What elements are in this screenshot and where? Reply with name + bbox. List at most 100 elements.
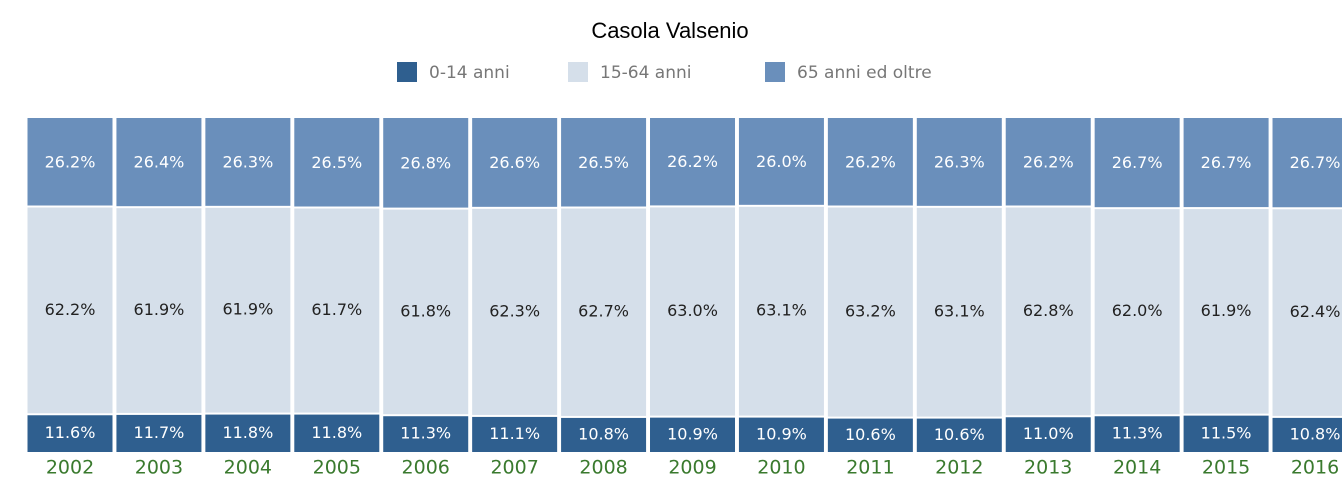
bar-segment — [738, 118, 824, 205]
value-label: 26.2% — [1023, 152, 1074, 171]
bar-segment — [650, 118, 736, 206]
value-label: 26.3% — [934, 152, 985, 171]
value-label: 11.8% — [222, 423, 273, 442]
value-label: 26.6% — [489, 153, 540, 172]
bar-segment — [738, 206, 824, 416]
bar-segment — [116, 208, 202, 413]
bar-segment — [116, 118, 202, 207]
value-label: 26.7% — [1112, 153, 1163, 172]
bar-segment — [205, 207, 291, 413]
value-label: 62.4% — [1290, 302, 1341, 321]
bar-segment — [27, 415, 113, 452]
value-label: 26.7% — [1201, 153, 1252, 172]
value-label: 26.5% — [578, 153, 629, 172]
value-label: 62.3% — [489, 301, 540, 320]
bar-segment — [1005, 207, 1091, 416]
bar-segment — [827, 418, 913, 452]
x-tick-label: 2011 — [846, 457, 894, 479]
value-label: 10.8% — [1290, 424, 1341, 443]
bar-segment — [472, 118, 558, 207]
bar-segment — [294, 118, 380, 207]
legend-swatch — [568, 62, 588, 82]
value-label: 11.7% — [134, 423, 185, 442]
value-label: 63.1% — [756, 301, 807, 320]
x-tick-label: 2010 — [757, 457, 805, 479]
value-label: 26.2% — [45, 152, 96, 171]
value-label: 11.6% — [45, 423, 96, 442]
value-label: 11.1% — [489, 424, 540, 443]
value-label: 11.5% — [1201, 423, 1252, 442]
value-label: 63.1% — [934, 302, 985, 321]
value-label: 26.0% — [756, 152, 807, 171]
x-tick-label: 2003 — [135, 457, 183, 479]
x-tick-label: 2007 — [490, 457, 538, 479]
value-label: 11.3% — [400, 424, 451, 443]
value-label: 26.3% — [222, 152, 273, 171]
bar-segment — [383, 209, 469, 415]
value-label: 61.9% — [134, 300, 185, 319]
bar-segment — [650, 207, 736, 416]
bar-segment — [1094, 118, 1180, 208]
x-tick-label: 2013 — [1024, 457, 1072, 479]
x-tick-label: 2006 — [402, 457, 450, 479]
bar-segment — [1183, 209, 1269, 414]
bar-segment — [294, 208, 380, 413]
value-label: 61.9% — [222, 300, 273, 319]
value-label: 61.8% — [400, 301, 451, 320]
legend-swatch — [397, 62, 417, 82]
chart-title: Casola Valsenio — [591, 18, 748, 43]
legend-swatch — [765, 62, 785, 82]
value-label: 11.8% — [311, 423, 362, 442]
x-tick-label: 2009 — [668, 457, 716, 479]
bar-segment — [1183, 415, 1269, 452]
bar-segment — [1005, 118, 1091, 206]
bar-segment — [916, 118, 1002, 206]
x-tick-label: 2014 — [1113, 457, 1161, 479]
bar-segment — [383, 416, 469, 452]
value-label: 26.5% — [311, 153, 362, 172]
legend-label: 15-64 anni — [600, 63, 692, 83]
value-label: 26.2% — [667, 152, 718, 171]
x-tick-label: 2002 — [46, 457, 94, 479]
bar-segment — [1272, 417, 1342, 452]
x-tick-label: 2008 — [579, 457, 627, 479]
x-tick-label: 2016 — [1291, 457, 1339, 479]
bar-segment — [916, 207, 1002, 417]
value-label: 10.6% — [845, 425, 896, 444]
bar-segment — [1183, 118, 1269, 208]
bar-segment — [827, 207, 913, 417]
bar-segment — [561, 417, 647, 452]
bar-segment — [472, 208, 558, 415]
value-label: 26.2% — [845, 152, 896, 171]
value-label: 63.2% — [845, 302, 896, 321]
value-label: 62.0% — [1112, 301, 1163, 320]
bar-segment — [827, 118, 913, 206]
bar-segment — [27, 118, 113, 206]
bar-segment — [916, 418, 1002, 452]
legend-label: 0-14 anni — [429, 63, 510, 83]
bar-segment — [294, 414, 380, 452]
value-label: 10.8% — [578, 424, 629, 443]
value-label: 26.4% — [134, 153, 185, 172]
bar-segment — [383, 118, 469, 208]
bar-segment — [472, 416, 558, 452]
value-label: 10.9% — [667, 424, 718, 443]
value-label: 61.9% — [1201, 301, 1252, 320]
x-tick-label: 2012 — [935, 457, 983, 479]
bar-segment — [116, 414, 202, 452]
bar-segment — [650, 417, 736, 452]
value-label: 26.7% — [1290, 153, 1341, 172]
value-label: 63.0% — [667, 301, 718, 320]
x-tick-label: 2005 — [313, 457, 361, 479]
bar-segment — [205, 118, 291, 206]
legend-label: 65 anni ed oltre — [797, 63, 932, 83]
value-label: 62.2% — [45, 300, 96, 319]
value-label: 62.8% — [1023, 301, 1074, 320]
value-label: 11.0% — [1023, 424, 1074, 443]
bar-segment — [1094, 416, 1180, 452]
bar-segment — [1005, 417, 1091, 452]
bar-segment — [1272, 209, 1342, 416]
bar-segment — [1094, 209, 1180, 415]
